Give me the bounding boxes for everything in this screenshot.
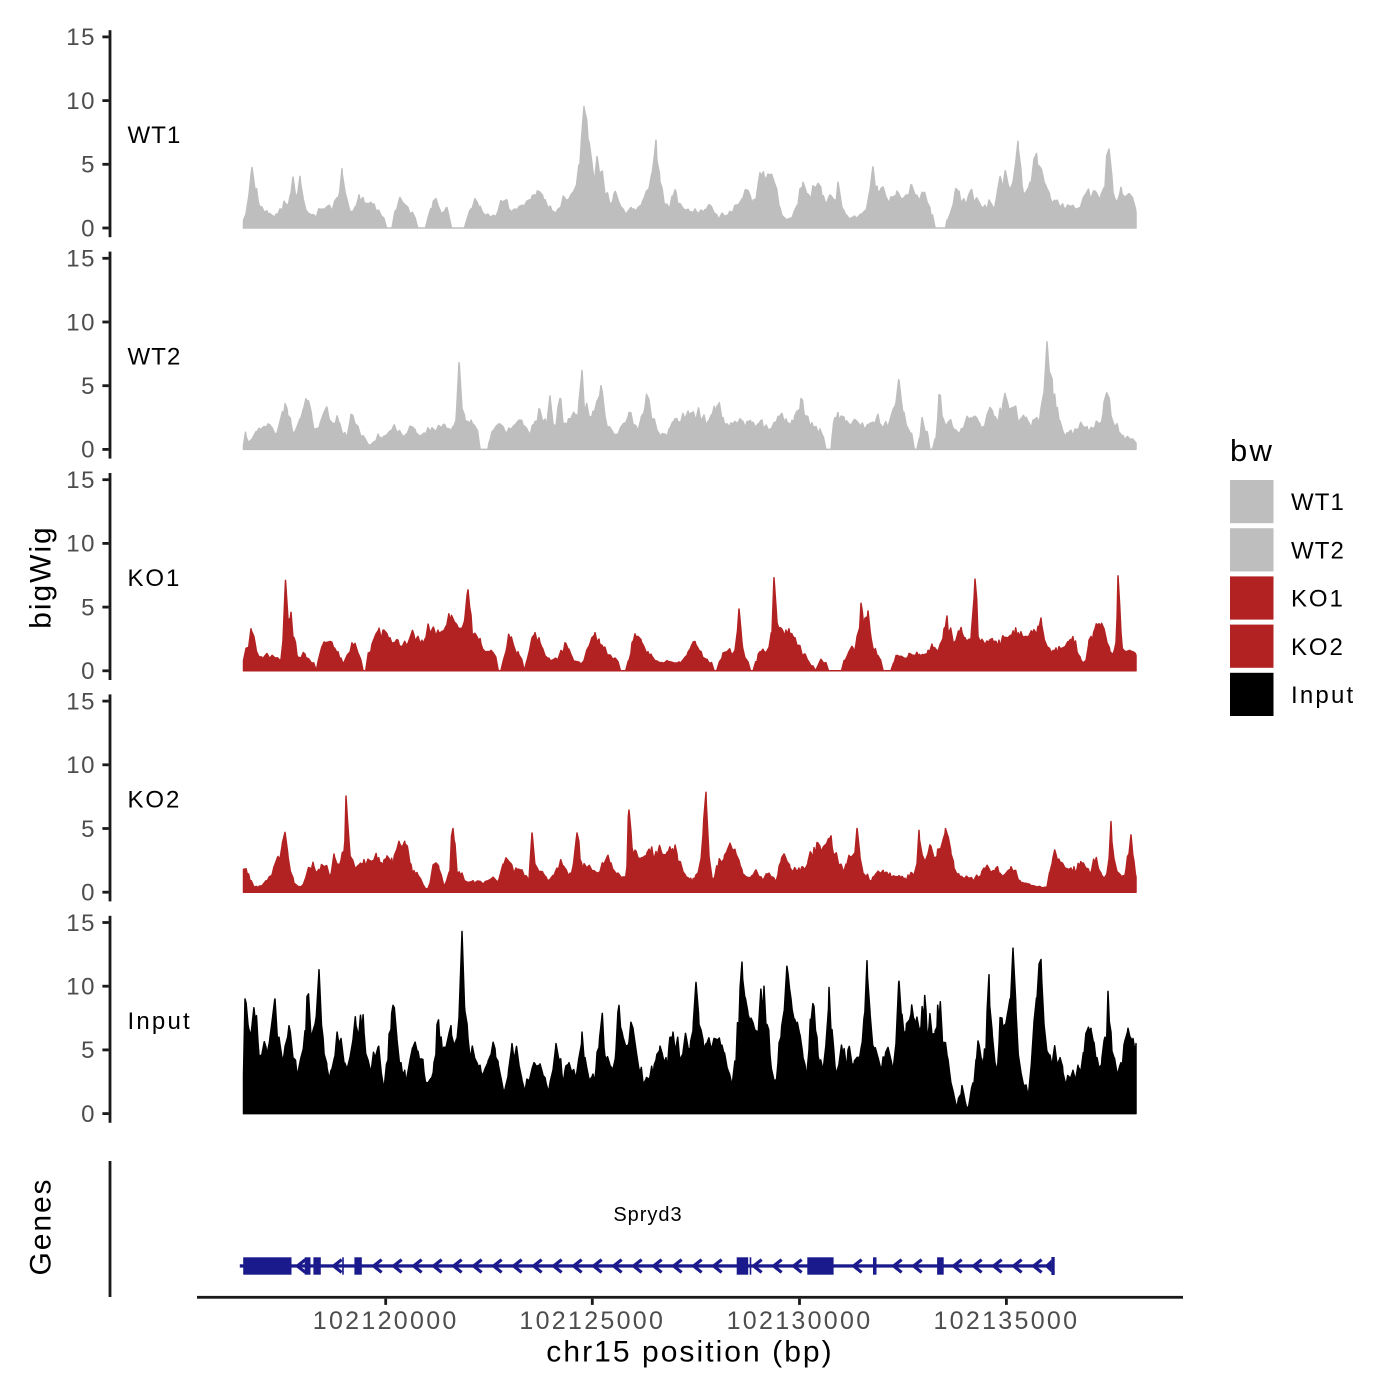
svg-text:10: 10	[66, 974, 96, 1001]
svg-text:KO1: KO1	[1291, 586, 1345, 613]
svg-text:KO2: KO2	[1291, 634, 1345, 661]
svg-text:102135000: 102135000	[933, 1307, 1079, 1335]
svg-text:KO2: KO2	[128, 786, 182, 813]
svg-text:WT2: WT2	[1291, 537, 1345, 564]
svg-text:Genes: Genes	[25, 1178, 58, 1276]
svg-text:Input: Input	[128, 1008, 192, 1035]
svg-text:15: 15	[66, 246, 96, 273]
svg-text:5: 5	[81, 816, 96, 843]
svg-text:KO1: KO1	[128, 565, 182, 592]
svg-text:10: 10	[66, 88, 96, 115]
svg-text:5: 5	[81, 373, 96, 400]
svg-text:102125000: 102125000	[519, 1307, 665, 1335]
svg-text:102120000: 102120000	[313, 1307, 459, 1335]
svg-text:10: 10	[66, 309, 96, 336]
svg-text:0: 0	[81, 437, 96, 464]
svg-text:5: 5	[81, 152, 96, 179]
svg-text:WT2: WT2	[128, 344, 182, 371]
svg-text:WT1: WT1	[1291, 489, 1345, 516]
svg-text:0: 0	[81, 1101, 96, 1128]
svg-text:15: 15	[66, 467, 96, 494]
svg-text:5: 5	[81, 594, 96, 621]
svg-text:5: 5	[81, 1037, 96, 1064]
svg-text:15: 15	[66, 24, 96, 51]
svg-text:0: 0	[81, 658, 96, 685]
svg-text:Spryd3: Spryd3	[613, 1204, 682, 1226]
svg-text:15: 15	[66, 910, 96, 937]
svg-text:bw: bw	[1230, 433, 1274, 468]
svg-text:0: 0	[81, 215, 96, 242]
svg-text:chr15 position (bp): chr15 position (bp)	[546, 1336, 833, 1369]
svg-text:102130000: 102130000	[727, 1307, 873, 1335]
svg-text:Input: Input	[1291, 682, 1355, 709]
svg-text:10: 10	[66, 752, 96, 779]
svg-text:15: 15	[66, 688, 96, 715]
svg-text:WT1: WT1	[128, 122, 182, 149]
svg-text:10: 10	[66, 531, 96, 558]
svg-text:0: 0	[81, 880, 96, 907]
svg-text:bigWig: bigWig	[25, 525, 58, 628]
